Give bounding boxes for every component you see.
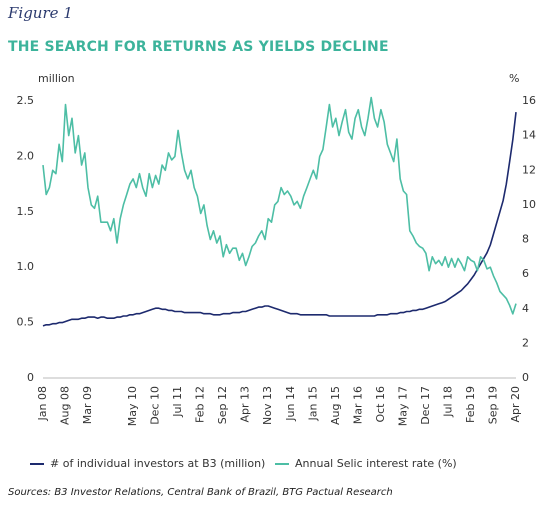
y-tick-label: 1.0 — [17, 260, 35, 273]
x-tick-label: Sep 12 — [216, 386, 229, 424]
series-line — [42, 96, 517, 315]
y2-tick-label: 6 — [522, 267, 529, 280]
legend-label: # of individual investors at B3 (million… — [50, 457, 265, 470]
x-tick-label: Dec 10 — [149, 386, 162, 425]
x-tick-label: Oct 16 — [374, 386, 387, 423]
x-tick-label: Mar 16 — [351, 386, 364, 424]
x-tick-label: Sep 19 — [486, 386, 499, 424]
chart-title: THE SEARCH FOR RETURNS AS YIELDS DECLINE — [8, 39, 389, 55]
x-tick-label: Mar 09 — [81, 386, 94, 424]
y2-tick-label: 4 — [522, 302, 529, 315]
x-tick-label: Aug 15 — [329, 386, 342, 425]
x-tick-label: Nov 13 — [261, 386, 274, 425]
series-line — [42, 112, 517, 327]
x-tick-label: May 10 — [126, 386, 139, 426]
y-tick-label: 2.0 — [17, 149, 35, 162]
x-tick-label: Apr 13 — [239, 386, 252, 423]
y2-tick-label: 0 — [522, 371, 529, 384]
y-axis-label: million — [38, 72, 75, 85]
x-tick-label: Aug 08 — [59, 386, 72, 425]
y2-tick-label: 2 — [522, 336, 529, 349]
x-tick-label: Apr 20 — [509, 386, 522, 423]
x-tick-label: Jul 18 — [441, 386, 454, 418]
y-tick-label: 0 — [27, 371, 34, 384]
y-tick-label: 2.5 — [17, 94, 35, 107]
x-tick-label: Dec 17 — [419, 386, 432, 425]
x-tick-label: Jan 08 — [36, 386, 49, 421]
x-tick-label: Feb 12 — [194, 386, 207, 423]
y-tick-label: 1.5 — [17, 205, 35, 218]
legend-label: Annual Selic interest rate (%) — [295, 457, 457, 470]
y2-tick-label: 16 — [522, 94, 536, 107]
figure-label: Figure 1 — [7, 4, 73, 22]
source-note: Sources: B3 Investor Relations, Central … — [8, 487, 393, 498]
x-tick-label: Jun 14 — [284, 386, 297, 422]
y2-tick-label: 14 — [522, 129, 536, 142]
y2-tick-label: 8 — [522, 233, 529, 246]
y2-axis-label: % — [509, 72, 519, 85]
x-tick-label: Jul 11 — [171, 386, 184, 418]
y2-tick-label: 10 — [522, 198, 536, 211]
y2-tick-label: 12 — [522, 163, 536, 176]
y-tick-label: 0.5 — [17, 316, 35, 329]
x-tick-label: May 17 — [396, 386, 409, 426]
x-tick-label: Jan 15 — [306, 386, 319, 421]
x-tick-label: Feb 19 — [464, 386, 477, 423]
